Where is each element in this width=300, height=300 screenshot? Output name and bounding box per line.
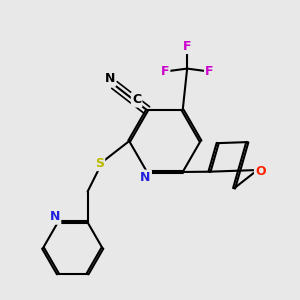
Text: N: N	[105, 73, 115, 85]
Text: F: F	[205, 65, 214, 78]
Text: C: C	[132, 93, 141, 106]
Text: O: O	[255, 165, 266, 178]
Text: N: N	[140, 171, 151, 184]
Text: F: F	[183, 40, 191, 53]
Text: F: F	[160, 65, 169, 78]
Text: N: N	[50, 211, 60, 224]
Text: S: S	[95, 157, 104, 170]
